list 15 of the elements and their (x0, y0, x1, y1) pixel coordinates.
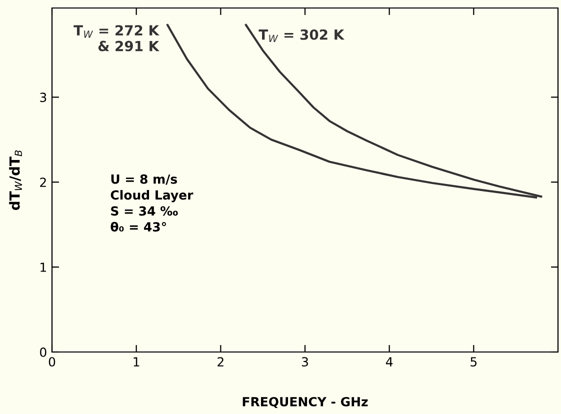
x-tick-label: 4 (386, 357, 393, 366)
y-axis-title: dT$_{W}$/dT$_{B}$ (9, 150, 22, 210)
series-label: T$_{W}$ = 272 K & 291 K (74, 25, 160, 52)
annotation: U = 8 m/s Cloud Layer S = 34 ‰ θ₀ = 43° (110, 174, 194, 232)
x-tick-label: 2 (218, 357, 224, 366)
x-tick-label: 0 (48, 357, 56, 367)
x-axis-title: FREQUENCY - GHz (242, 396, 368, 408)
y-tick-label: 0 (40, 347, 46, 357)
series-label: T$_{W}$ = 302 K (258, 29, 345, 42)
y-tick-label: 3 (40, 92, 46, 102)
x-tick-label: 5 (470, 357, 477, 367)
x-tick-label: 1 (134, 357, 140, 366)
x-tick-label: 3 (302, 357, 308, 367)
y-tick-label: 2 (40, 178, 46, 187)
y-tick-label: 1 (40, 262, 46, 272)
